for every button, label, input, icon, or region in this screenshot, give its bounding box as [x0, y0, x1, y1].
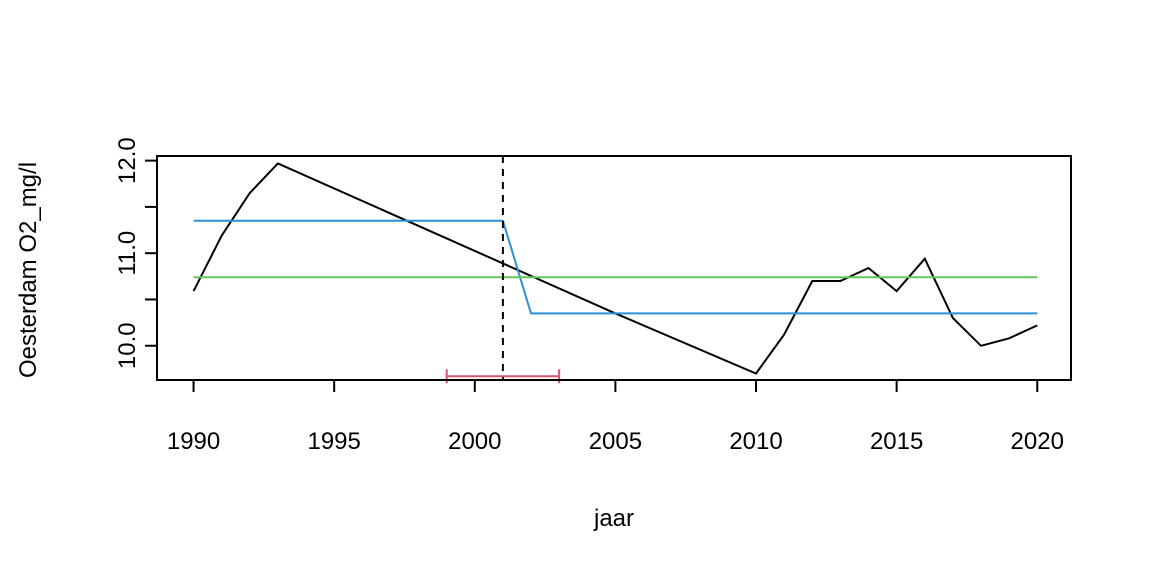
x-tick-label: 2010 [729, 428, 782, 455]
y-tick-label: 11.0 [114, 231, 141, 276]
x-axis-title: jaar [593, 505, 634, 532]
y-axis: 10.0 11.0 12.0 [114, 137, 157, 369]
y-tick-label: 10.0 [114, 322, 141, 369]
y-tick-label: 12.0 [114, 137, 141, 184]
y-axis-title: Oesterdam O2_mg/l [15, 162, 42, 378]
x-tick-label: 2005 [589, 428, 642, 455]
plot-frame [156, 155, 1072, 381]
x-tick-label: 1995 [307, 428, 360, 455]
x-axis: 1990 1995 2000 2005 2010 2015 2020 [167, 380, 1064, 455]
series-line-1 [192, 162, 1038, 375]
x-tick-label: 2015 [870, 428, 923, 455]
x-tick-label: 2020 [1011, 428, 1064, 455]
series-line-2 [193, 219, 1038, 315]
x-tick-label: 1990 [167, 428, 220, 455]
x-tick-label: 2000 [448, 428, 501, 455]
plot-content [192, 156, 1038, 384]
